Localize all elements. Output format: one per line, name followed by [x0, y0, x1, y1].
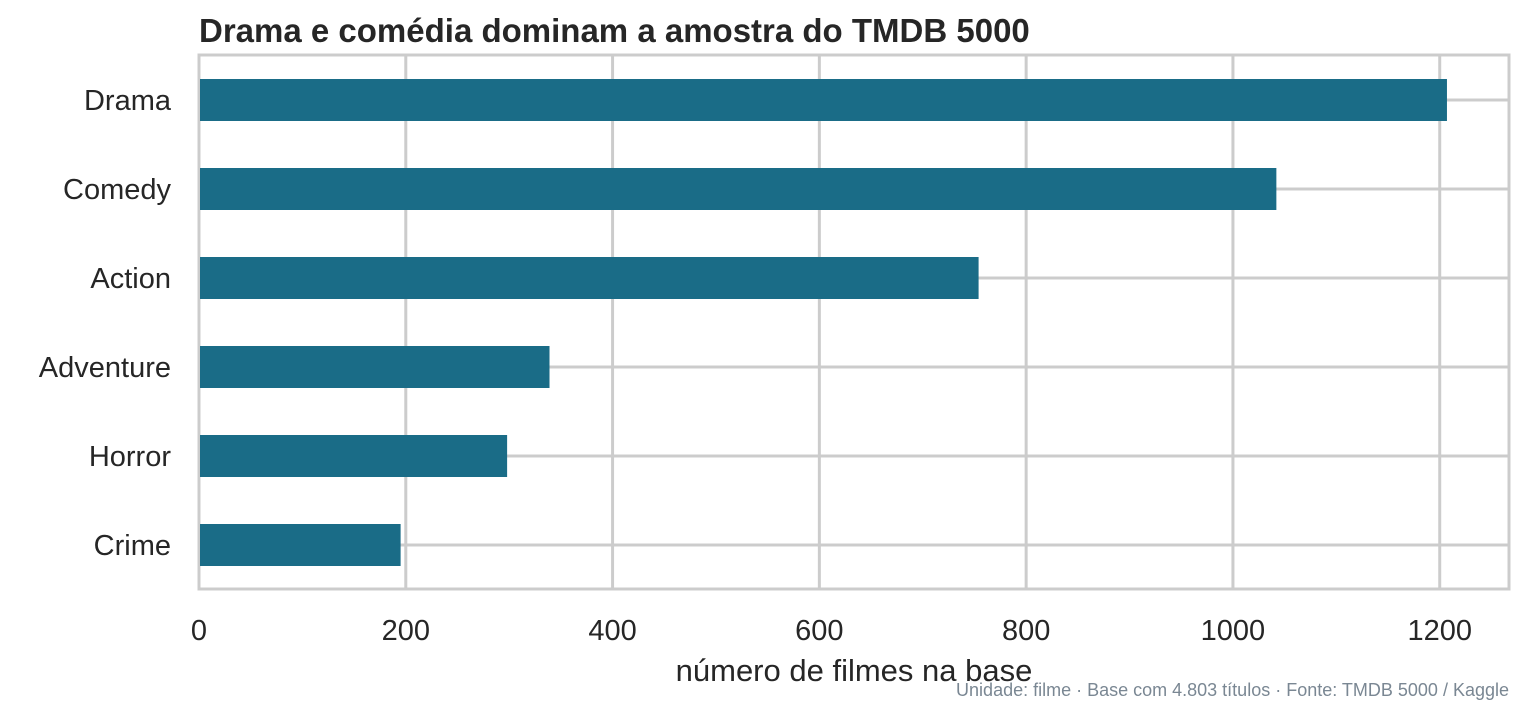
x-axis-label: número de filmes na base	[676, 653, 1033, 688]
x-tick-label: 200	[382, 615, 430, 647]
y-tick-labels: Drama Comedy Action Adventure Horror Crime	[39, 85, 172, 562]
x-tick-label: 600	[795, 615, 843, 647]
y-tick-label: Adventure	[39, 352, 171, 384]
grid-lines	[197, 55, 1509, 589]
y-tick-label: Crime	[94, 530, 171, 562]
x-tick-label: 800	[1002, 615, 1050, 647]
plot-frame	[197, 53, 1511, 591]
x-tick-label: 400	[588, 615, 636, 647]
bar-action	[200, 257, 979, 299]
bar-comedy	[200, 168, 1277, 210]
bar-drama	[200, 79, 1447, 121]
bar-horror	[200, 435, 508, 477]
x-tick-label: 1000	[1201, 615, 1266, 647]
x-tick-labels: 0 200 400 600 800 1000 1200	[191, 615, 1472, 647]
y-tick-label: Action	[90, 263, 171, 295]
y-tick-label: Comedy	[63, 174, 171, 206]
bars	[200, 79, 1447, 566]
x-tick-label: 1200	[1407, 615, 1472, 647]
bar-crime	[200, 524, 401, 566]
bar-adventure	[200, 346, 550, 388]
x-tick-label: 0	[191, 615, 207, 647]
y-tick-label: Drama	[84, 85, 172, 117]
y-tick-label: Horror	[89, 441, 172, 473]
chart-title: Drama e comédia dominam a amostra do TMD…	[199, 12, 1030, 49]
source-note: Unidade: filme · Base com 4.803 títulos …	[956, 680, 1509, 700]
